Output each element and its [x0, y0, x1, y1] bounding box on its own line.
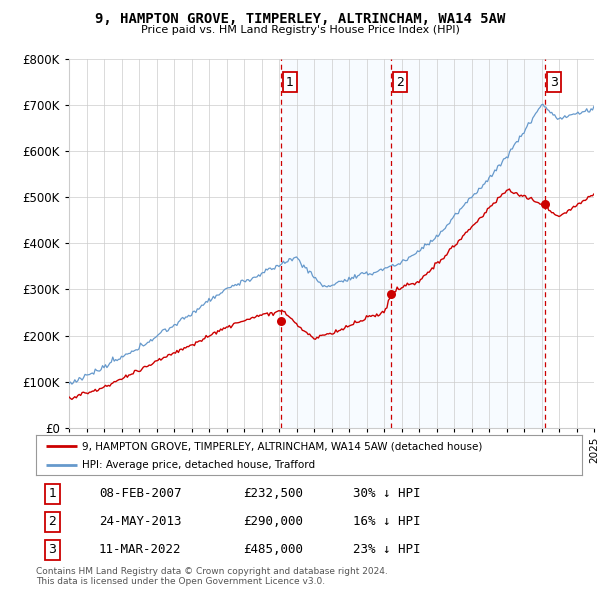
Text: HPI: Average price, detached house, Trafford: HPI: Average price, detached house, Traf… — [82, 460, 316, 470]
Text: Contains HM Land Registry data © Crown copyright and database right 2024.: Contains HM Land Registry data © Crown c… — [36, 567, 388, 576]
Text: 3: 3 — [550, 76, 558, 88]
Text: 16% ↓ HPI: 16% ↓ HPI — [353, 516, 420, 529]
Text: 9, HAMPTON GROVE, TIMPERLEY, ALTRINCHAM, WA14 5AW: 9, HAMPTON GROVE, TIMPERLEY, ALTRINCHAM,… — [95, 12, 505, 26]
Text: This data is licensed under the Open Government Licence v3.0.: This data is licensed under the Open Gov… — [36, 577, 325, 586]
Text: 2: 2 — [396, 76, 404, 88]
Text: £290,000: £290,000 — [244, 516, 304, 529]
Text: £232,500: £232,500 — [244, 487, 304, 500]
Text: 9, HAMPTON GROVE, TIMPERLEY, ALTRINCHAM, WA14 5AW (detached house): 9, HAMPTON GROVE, TIMPERLEY, ALTRINCHAM,… — [82, 441, 483, 451]
Text: 11-MAR-2022: 11-MAR-2022 — [99, 543, 181, 556]
Text: 1: 1 — [49, 487, 56, 500]
Text: 30% ↓ HPI: 30% ↓ HPI — [353, 487, 420, 500]
Text: 1: 1 — [286, 76, 294, 88]
Text: 24-MAY-2013: 24-MAY-2013 — [99, 516, 181, 529]
Bar — [281, 59, 545, 428]
Text: 2: 2 — [49, 516, 56, 529]
Text: 23% ↓ HPI: 23% ↓ HPI — [353, 543, 420, 556]
Text: 08-FEB-2007: 08-FEB-2007 — [99, 487, 181, 500]
Text: 3: 3 — [49, 543, 56, 556]
Text: £485,000: £485,000 — [244, 543, 304, 556]
Text: Price paid vs. HM Land Registry's House Price Index (HPI): Price paid vs. HM Land Registry's House … — [140, 25, 460, 35]
